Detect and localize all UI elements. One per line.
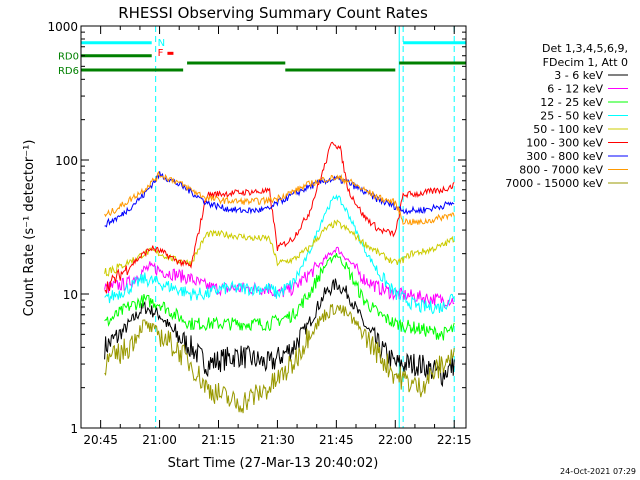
series-lines: [104, 141, 455, 414]
legend-label-50_100: 50 - 100 keV: [533, 123, 603, 136]
series-line-7000_15000: [104, 303, 455, 414]
x-tick-label-3: 21:30: [260, 433, 295, 447]
legend: Det 1,3,4,5,6,9, FDecim 1, Att 0 3 - 6 k…: [505, 42, 628, 190]
legend-label-6_12: 6 - 12 keV: [547, 83, 603, 96]
y-tick-label-0: 1: [70, 422, 78, 436]
legend-label-7000_15000: 7000 - 15000 keV: [505, 177, 603, 190]
flag-f: F: [158, 48, 164, 59]
y-axis-label: Count Rate (s⁻¹ detector⁻¹): [22, 140, 37, 317]
legend-header-line-2: FDecim 1, Att 0: [543, 56, 628, 69]
footer-date: 24-Oct-2021 07:29: [560, 467, 636, 476]
series-line-12_25: [104, 252, 455, 341]
x-tick-label-4: 21:45: [319, 433, 354, 447]
axes: 1 10 100 1000 20:45 21:00 21:15 21:30 21:45 22:00…: [47, 20, 471, 447]
segment-label-rd6: RD6: [58, 66, 79, 77]
x-tick-label-2: 21:15: [201, 433, 236, 447]
legend-label-800_7000: 800 - 7000 keV: [519, 164, 603, 177]
chart-title: RHESSI Observing Summary Count Rates: [118, 4, 428, 22]
series-line-25_50: [104, 193, 455, 315]
plot-frame: [80, 25, 467, 429]
legend-header-line-1: Det 1,3,4,5,6,9,: [542, 42, 628, 55]
segment-label-rd0: RD0: [58, 52, 79, 63]
red-flag-mark: [167, 51, 174, 55]
x-tick-label-1: 21:00: [142, 433, 177, 447]
x-axis-label: Start Time (27-Mar-13 20:40:02): [168, 456, 379, 471]
y-tick-label-2: 100: [55, 154, 78, 168]
series-line-50_100: [104, 219, 455, 277]
series-line-300_800: [104, 171, 455, 228]
series-line-800_7000: [104, 170, 455, 226]
legend-label-300_800: 300 - 800 keV: [526, 150, 603, 163]
flag-n: N: [158, 38, 165, 49]
series-line-100_300: [104, 141, 455, 294]
series-line-3_6: [104, 278, 455, 388]
y-tick-label-1: 10: [63, 288, 78, 302]
x-tick-label-6: 22:15: [437, 433, 472, 447]
legend-label-25_50: 25 - 50 keV: [540, 110, 603, 123]
y-tick-label-3: 1000: [47, 20, 78, 34]
legend-label-3_6: 3 - 6 keV: [554, 69, 603, 82]
legend-label-100_300: 100 - 300 keV: [526, 137, 603, 150]
legend-label-12_25: 12 - 25 keV: [540, 96, 603, 109]
x-tick-label-0: 20:45: [83, 433, 118, 447]
x-tick-label-5: 22:00: [378, 433, 413, 447]
